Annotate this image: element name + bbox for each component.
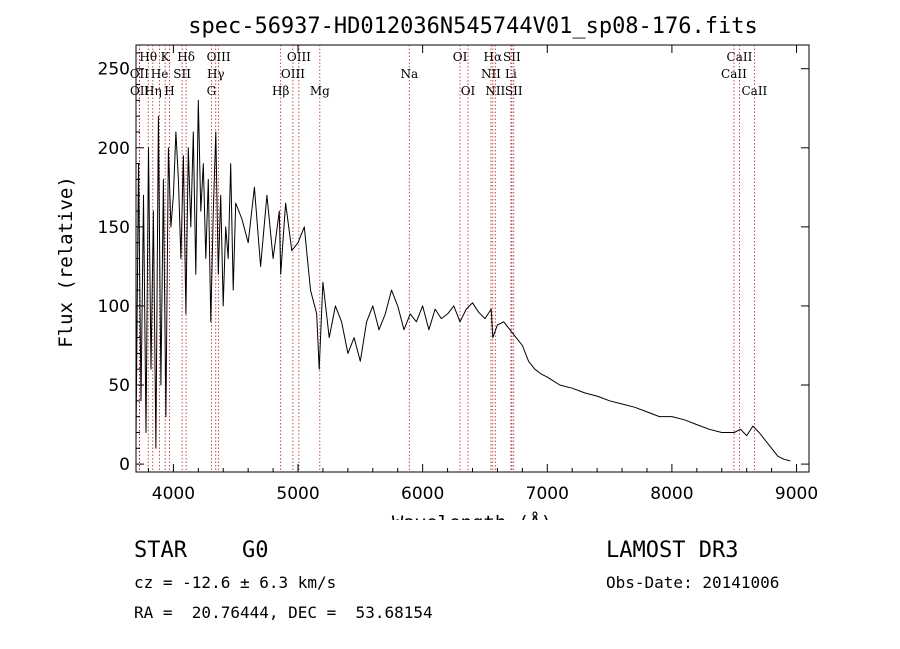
y-tick-label: 100 [98, 297, 130, 317]
flux-series-line [135, 99, 791, 462]
spectral-line-label: K [161, 50, 171, 64]
spectral-line-label: OIII [287, 50, 311, 64]
spectral-line-label: SII [503, 50, 521, 64]
x-tick-label: 8000 [650, 484, 693, 504]
y-axis-label: Flux (relative) [55, 176, 77, 348]
spectral-line-label: CaII [727, 50, 753, 64]
spectral-line-label: Na [400, 67, 418, 81]
spectral-line-label: Hα [484, 50, 503, 64]
spectral-line-label: OI [461, 84, 476, 98]
spectral-line-label: OI [453, 50, 468, 64]
spectral-line-label: CaII [721, 67, 747, 81]
spectral-line-label: G [207, 84, 217, 98]
y-tick-label: 200 [98, 139, 130, 159]
spectral-line-label: Mg [310, 84, 330, 98]
spectral-line-label: NII [481, 67, 501, 81]
x-axis-label: Wavelength (Å) [392, 511, 552, 520]
redshift-readout: cz = -12.6 ± 6.3 km/s [134, 573, 337, 592]
spectral-line-label: OIII [207, 50, 231, 64]
spectral-line-label: Li [505, 67, 517, 81]
spectral-line-label: SII [173, 67, 191, 81]
spectral-line-label: OIII [281, 67, 305, 81]
flux-series-layer [135, 99, 791, 462]
coordinates: RA = 20.76444, DEC = 53.68154 [134, 603, 433, 622]
spectral-line-label: Hη [144, 84, 162, 98]
y-tick-label: 150 [98, 218, 130, 238]
y-tick-label: 50 [108, 376, 130, 396]
spectral-line-label: NII [485, 84, 505, 98]
spectral-line-label: OII [130, 84, 150, 98]
object-class: STAR [134, 538, 187, 563]
chart-title: spec-56937-HD012036N545744V01_sp08-176.f… [188, 14, 758, 39]
spectral-line-label: He [151, 67, 169, 81]
x-tick-label: 5000 [276, 484, 319, 504]
spectral-line-label: Hθ [139, 50, 157, 64]
spectral-line-label: CaII [741, 84, 767, 98]
x-tick-label: 4000 [152, 484, 195, 504]
axis-layer: 4000 5000 6000 7000 8000 9000 0 50 100 150 200 250 [98, 45, 818, 504]
spectrum-chart: spec-56937-HD012036N545744V01_sp08-176.f… [55, 14, 818, 520]
spectral-line-label: Hδ [177, 50, 195, 64]
spectral-subclass: G0 [242, 538, 269, 563]
spectral-line-label: Hγ [207, 67, 225, 81]
x-tick-label: 6000 [401, 484, 444, 504]
obs-date: Obs-Date: 20141006 [606, 573, 780, 592]
spectral-line-label: Hβ [272, 84, 289, 98]
x-tick-label: 9000 [775, 484, 818, 504]
spectral-line-label: SII [505, 84, 523, 98]
y-tick-label: 250 [98, 60, 130, 80]
spectral-line-label: H [164, 84, 174, 98]
survey-name: LAMOST DR3 [606, 538, 739, 563]
plot-frame [135, 44, 810, 473]
y-tick-label: 0 [119, 455, 130, 475]
x-tick-label: 7000 [526, 484, 569, 504]
